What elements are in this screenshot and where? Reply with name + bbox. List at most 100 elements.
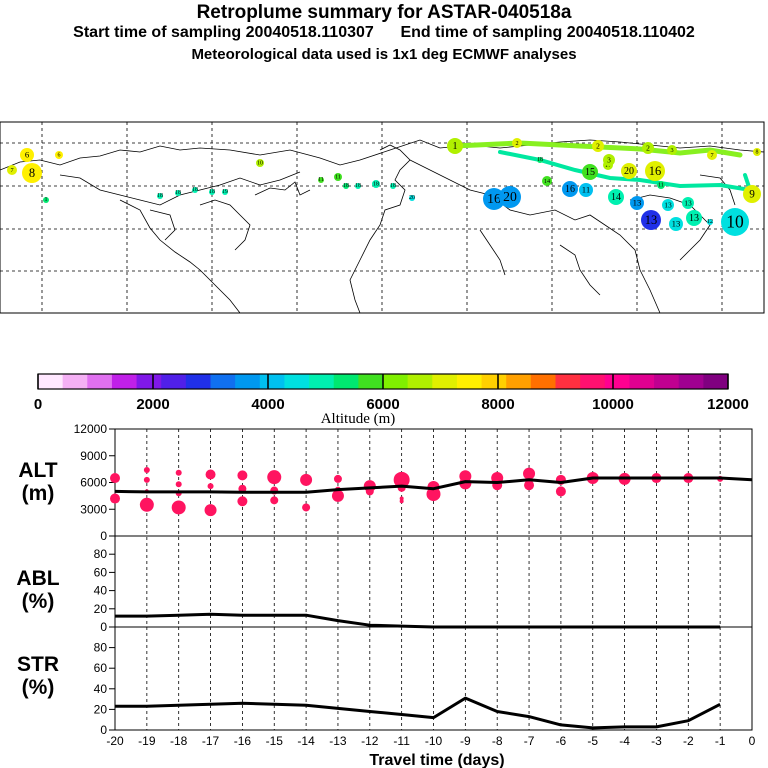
str-panel-unit: (%) [22, 676, 55, 699]
map-marker: 13 [686, 210, 702, 226]
alt-ytick-label: 6000 [80, 476, 107, 490]
alt-scatter-point [110, 473, 120, 484]
colorbar-cell [407, 374, 433, 389]
alt-ytick-label: 0 [100, 529, 107, 543]
colorbar-cell [604, 374, 630, 389]
str-ytick-label: 20 [94, 702, 108, 716]
map-marker-circle [483, 188, 505, 210]
colorbar-tick-label: 4000 [251, 396, 284, 413]
colorbar-tick-label: 2000 [136, 396, 169, 413]
map-marker: 1 [43, 197, 49, 203]
colorbar-tick-label: 6000 [366, 396, 399, 413]
start-time-label: Start time of sampling 20040518.110307 [73, 24, 374, 41]
map-marker-circle [175, 190, 181, 196]
map-marker-circle [579, 183, 593, 197]
map-marker: 6 [55, 151, 63, 159]
map-marker-circle [222, 189, 228, 195]
map-marker-circle [409, 195, 415, 201]
map-marker-label: 12 [707, 219, 713, 225]
x-tick-label: -17 [202, 734, 220, 748]
map-marker: 13 [682, 197, 694, 209]
map-marker: 7 [707, 150, 717, 160]
colorbar-cell [703, 374, 729, 389]
x-tick-label: -1 [715, 734, 726, 748]
x-axis-title: Travel time (days) [369, 752, 504, 768]
map-marker-circle [542, 176, 552, 186]
colorbar-cell [629, 374, 655, 389]
colorbar-cells [38, 374, 729, 389]
map-marker: 18 [175, 190, 181, 196]
colorbar-tick-label: 10000 [592, 396, 634, 413]
colorbar-cell [333, 374, 359, 389]
map-marker-label: 8 [756, 150, 759, 156]
met-data-label: Meteorological data used is 1x1 deg ECMW… [191, 46, 577, 63]
map-marker-circle [645, 161, 665, 181]
map-marker: 2 [592, 140, 604, 152]
abl-ytick-label: 40 [94, 584, 108, 598]
map-marker-label: 18 [192, 187, 198, 193]
alt-scatter-point [237, 470, 248, 481]
map-marker-label: 8 [29, 166, 35, 180]
x-tick-label: -9 [460, 734, 471, 748]
map-marker: 14 [608, 189, 624, 205]
map-marker: 9 [743, 185, 761, 203]
map-marker-circle [372, 180, 380, 188]
map-marker-circle [318, 177, 324, 183]
map-marker: 18 [157, 193, 163, 199]
str-ytick-label: 40 [94, 682, 108, 696]
map-marker-circle [630, 196, 644, 210]
map-marker-label: 10 [257, 161, 263, 167]
colorbar-title: Altitude (m) [321, 411, 396, 427]
map-marker: 10 [721, 208, 749, 236]
map-marker: 20 [621, 163, 637, 179]
map-marker-circle [390, 183, 396, 189]
map-marker: 16 [645, 161, 665, 181]
map-marker-circle [499, 186, 521, 208]
map-marker-circle [512, 138, 522, 148]
map-marker: 18 [537, 157, 543, 163]
trajectory-lines [452, 140, 753, 193]
map-marker-label: 13 [645, 213, 658, 227]
x-tick-label: -14 [297, 734, 315, 748]
map-marker-circle [334, 173, 342, 181]
map-marker-label: 13 [633, 198, 642, 208]
map-marker-circle [669, 217, 683, 231]
map-marker-circle [743, 185, 761, 203]
map-marker: 10 [256, 159, 264, 167]
x-tick-label: -19 [138, 734, 156, 748]
map-marker-label: 15 [585, 167, 595, 178]
alt-scatter-point [331, 489, 344, 502]
colorbar-tick-label: 12000 [707, 396, 749, 413]
alt-scatter-point [237, 496, 248, 507]
alt-ytick-label: 9000 [80, 449, 107, 463]
map-marker: 18 [192, 187, 198, 193]
map-marker-label: 1 [45, 197, 48, 203]
x-tick-label: -10 [425, 734, 443, 748]
map-marker: 12 [707, 219, 713, 225]
map-marker: 13 [669, 217, 683, 231]
map-marker-label: 11 [335, 175, 341, 181]
map-marker-label: 18 [157, 193, 163, 199]
map-marker-circle [642, 142, 654, 154]
alt-ytick-label: 3000 [80, 502, 107, 516]
x-tick-label: -12 [361, 734, 379, 748]
map-marker-label: 16 [565, 184, 575, 195]
str-panel-label: STR [17, 653, 59, 676]
colorbar-cell [161, 374, 187, 389]
map-marker-label: 18 [209, 189, 215, 195]
colorbar-cell [432, 374, 458, 389]
trajectory-lower [498, 150, 753, 193]
map-marker-label: 20 [409, 195, 415, 201]
map-marker-label: 20 [624, 166, 634, 177]
alt-scatter-point [555, 486, 566, 497]
x-tick-label: -6 [556, 734, 567, 748]
alt-scatter-point [143, 476, 150, 483]
map-marker-circle [55, 151, 63, 159]
trajectory-upper [452, 140, 743, 158]
map-marker-label: 18 [175, 190, 181, 196]
map-marker-label: 3 [670, 147, 673, 154]
map-marker: 16 [562, 181, 578, 197]
abl-ytick-label: 80 [94, 547, 108, 561]
